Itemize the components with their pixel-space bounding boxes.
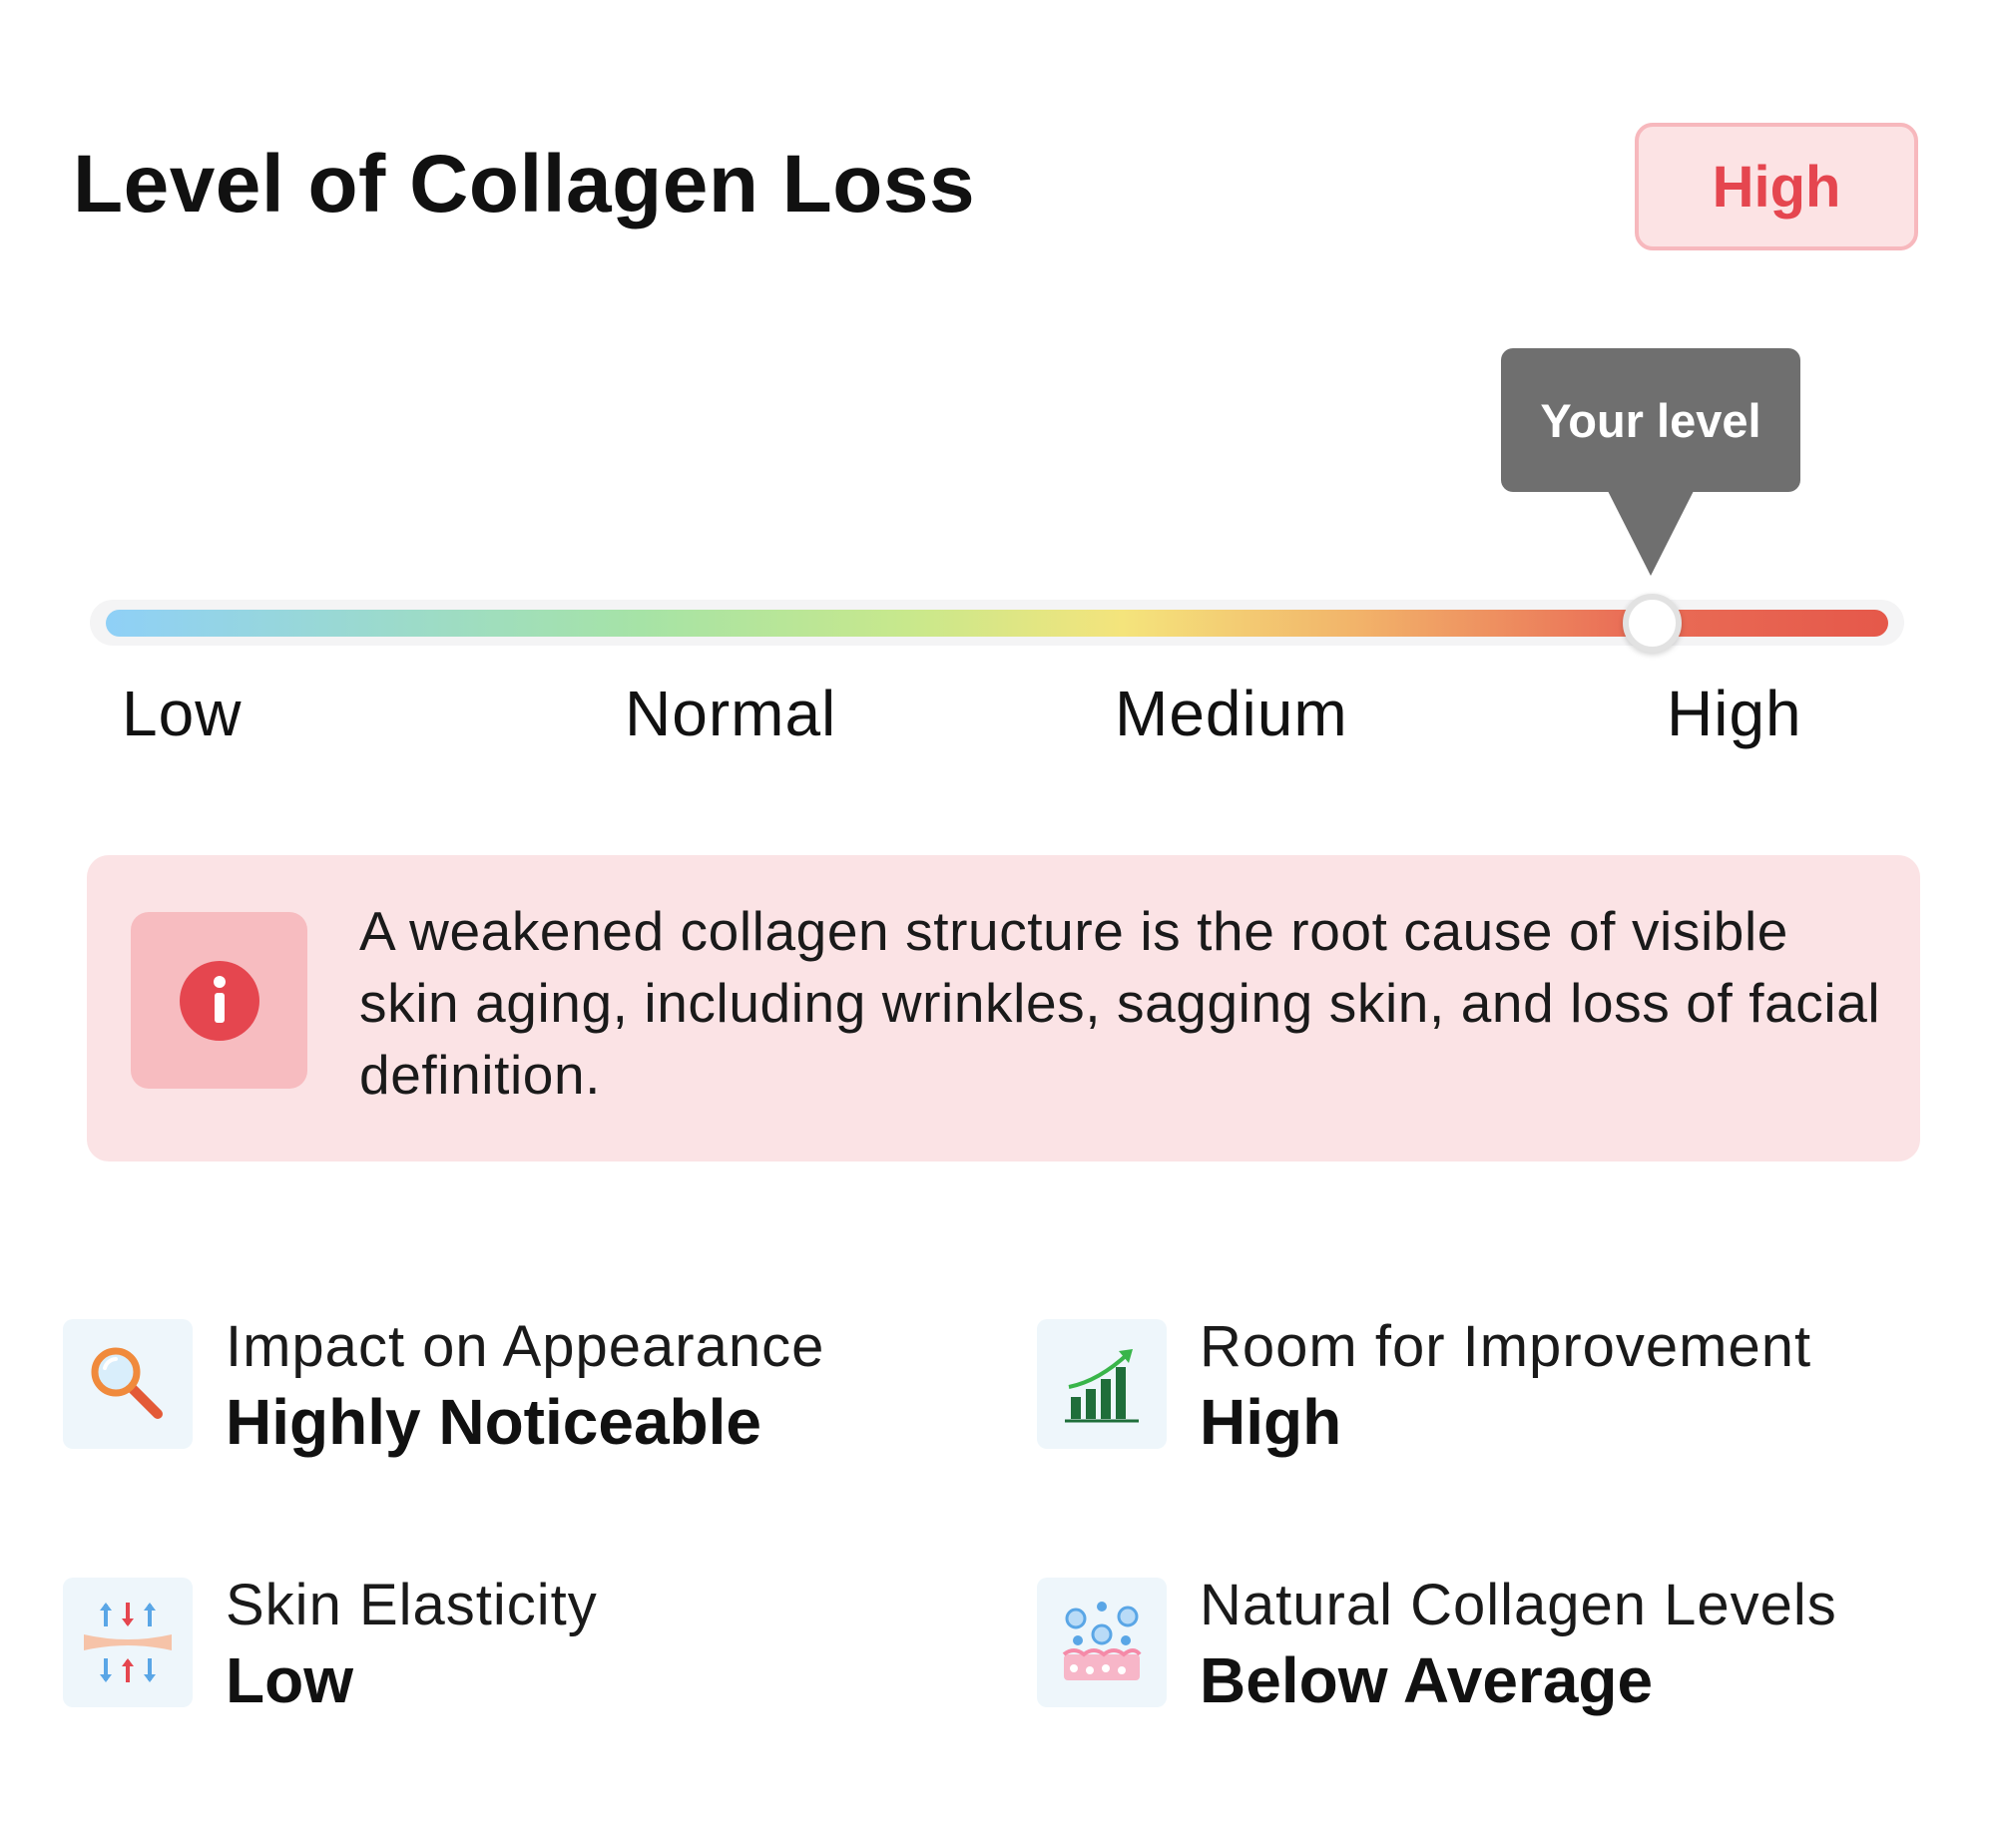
info-callout: A weakened collagen structure is the roo… xyxy=(87,855,1920,1161)
scale-label-medium: Medium xyxy=(1115,678,1348,749)
scale-label-low: Low xyxy=(122,678,243,749)
info-text: A weakened collagen structure is the roo… xyxy=(359,900,1881,1106)
elasticity-icon xyxy=(84,1603,172,1682)
info-icon-container xyxy=(131,912,307,1089)
growth-chart-icon xyxy=(1065,1349,1139,1423)
stat-value: Low xyxy=(226,1644,353,1716)
growth-chart-icon-container xyxy=(1037,1319,1167,1449)
scale-label-high: High xyxy=(1667,678,1802,749)
level-scale-track xyxy=(106,610,1888,637)
tooltip-arrow xyxy=(1608,491,1694,576)
your-level-tooltip: Your level xyxy=(1501,348,1800,492)
collagen-icon-container xyxy=(1037,1578,1167,1707)
magnifier-icon xyxy=(91,1347,163,1419)
magnifier-icon-container xyxy=(63,1319,193,1449)
scale-label-normal: Normal xyxy=(625,678,837,749)
page-title: Level of Collagen Loss xyxy=(73,139,976,230)
stat-value: Highly Noticeable xyxy=(226,1386,761,1458)
stat-value: Below Average xyxy=(1200,1644,1654,1716)
stat-label: Skin Elasticity xyxy=(226,1573,598,1637)
stat-label: Room for Improvement xyxy=(1200,1314,1812,1379)
info-icon xyxy=(179,960,259,1041)
level-indicator-thumb xyxy=(1623,594,1682,653)
stat-label: Impact on Appearance xyxy=(226,1314,825,1379)
stat-value: High xyxy=(1200,1386,1342,1458)
collagen-icon xyxy=(1062,1602,1142,1680)
stat-label: Natural Collagen Levels xyxy=(1200,1573,1837,1637)
level-badge: High xyxy=(1635,123,1918,250)
elasticity-icon-container xyxy=(63,1578,193,1707)
